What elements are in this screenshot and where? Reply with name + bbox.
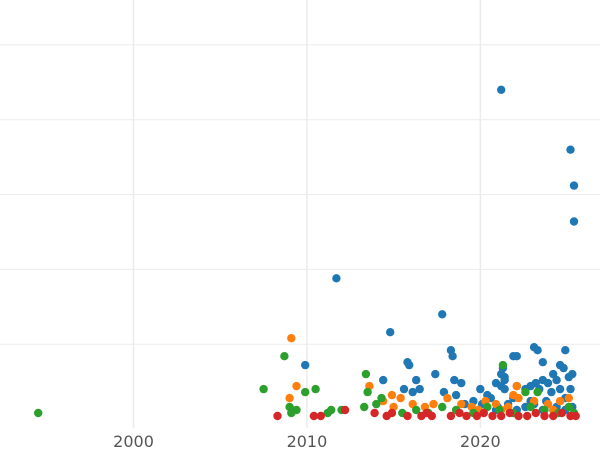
- data-point: [372, 399, 381, 409]
- data-points: [34, 85, 580, 421]
- data-point: [396, 393, 405, 403]
- data-point: [292, 381, 301, 391]
- data-point: [514, 411, 523, 421]
- data-point: [455, 408, 464, 418]
- data-point: [457, 399, 466, 409]
- data-point: [505, 408, 514, 418]
- data-point: [462, 411, 471, 421]
- data-point: [311, 384, 320, 394]
- data-point: [429, 399, 438, 409]
- data-point: [564, 372, 573, 382]
- data-point: [557, 408, 566, 418]
- x-tick-label: 2000: [113, 432, 154, 450]
- data-point: [549, 411, 558, 421]
- data-point: [446, 411, 456, 421]
- data-point: [555, 384, 565, 394]
- data-point: [316, 411, 325, 421]
- data-point: [531, 408, 540, 418]
- data-point: [566, 145, 575, 154]
- data-point: [555, 396, 565, 406]
- x-axis-ticks: 2000 2010 2020: [113, 432, 501, 450]
- data-point: [287, 408, 296, 418]
- data-point: [280, 352, 289, 361]
- data-point: [438, 310, 447, 319]
- data-point: [512, 381, 521, 391]
- data-point: [509, 390, 518, 400]
- data-point: [387, 408, 397, 418]
- x-tick-label: 2010: [287, 432, 328, 450]
- data-point: [361, 369, 371, 379]
- data-point: [533, 387, 542, 397]
- data-point: [340, 405, 350, 415]
- data-point: [521, 387, 530, 397]
- data-point: [476, 384, 485, 394]
- x-tick-label: 2020: [460, 432, 501, 450]
- data-point: [526, 402, 535, 412]
- data-point: [450, 375, 459, 385]
- data-point: [538, 358, 547, 367]
- data-point: [379, 375, 388, 385]
- data-point: [273, 411, 282, 421]
- data-point: [569, 181, 579, 190]
- data-point: [523, 411, 532, 421]
- data-point: [540, 405, 549, 415]
- data-point: [259, 384, 268, 394]
- data-point: [497, 411, 506, 421]
- data-point: [443, 393, 452, 403]
- data-point: [438, 402, 447, 412]
- data-point: [457, 378, 466, 388]
- data-point: [512, 352, 521, 361]
- data-point: [533, 346, 542, 355]
- data-point: [552, 375, 561, 385]
- data-point: [387, 390, 397, 400]
- data-point: [431, 369, 440, 379]
- data-point: [332, 274, 341, 283]
- data-point: [559, 363, 568, 373]
- data-point: [408, 387, 417, 397]
- data-point: [405, 360, 414, 370]
- data-point: [500, 384, 509, 394]
- data-point: [377, 393, 386, 403]
- data-point: [488, 411, 497, 421]
- data-point: [386, 328, 395, 337]
- data-point: [403, 411, 412, 421]
- data-point: [323, 408, 332, 418]
- data-point: [399, 384, 409, 394]
- data-point: [287, 334, 296, 343]
- data-point: [360, 402, 369, 412]
- data-point: [301, 387, 310, 397]
- data-point: [34, 408, 43, 418]
- data-point: [363, 387, 372, 397]
- data-point: [571, 411, 580, 421]
- data-point: [412, 375, 421, 385]
- data-point: [472, 411, 482, 421]
- data-point: [569, 217, 579, 226]
- data-point: [451, 390, 461, 400]
- data-point: [526, 381, 535, 391]
- data-point: [540, 411, 549, 421]
- data-point: [427, 411, 436, 421]
- data-point: [497, 85, 506, 95]
- data-point: [561, 346, 570, 355]
- data-point: [309, 411, 319, 421]
- data-point: [564, 402, 573, 412]
- data-point: [566, 384, 575, 394]
- data-point: [448, 352, 457, 361]
- grid: [0, 0, 600, 428]
- data-point: [285, 393, 294, 403]
- data-point: [479, 408, 488, 418]
- data-point: [412, 405, 421, 415]
- data-point: [547, 387, 556, 397]
- data-point: [543, 378, 553, 388]
- data-point: [564, 393, 573, 403]
- data-point: [301, 360, 310, 370]
- data-point: [370, 408, 379, 418]
- data-point: [498, 360, 508, 370]
- data-point: [415, 384, 424, 394]
